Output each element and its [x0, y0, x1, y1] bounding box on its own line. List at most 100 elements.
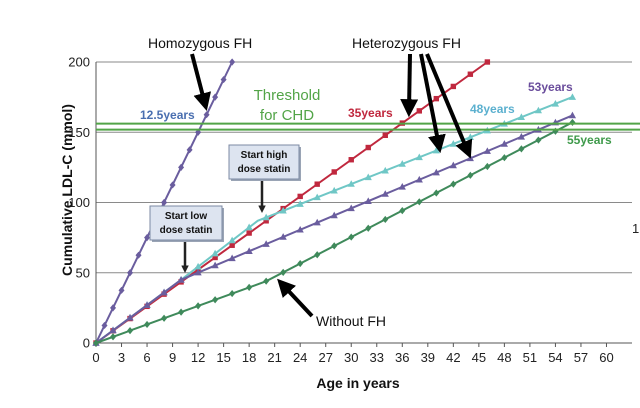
data-point: [279, 233, 287, 240]
edge-text: 1: [632, 221, 639, 236]
data-point: [466, 133, 474, 141]
data-point: [381, 190, 389, 197]
data-point: [347, 180, 355, 187]
data-point: [552, 127, 559, 135]
data-point: [467, 71, 474, 77]
data-point: [484, 162, 491, 171]
data-point: [229, 58, 236, 66]
data-point: [127, 327, 134, 335]
data-point: [246, 230, 252, 236]
data-point: [331, 242, 338, 250]
data-point: [450, 83, 457, 90]
data-point: [109, 326, 117, 334]
data-point: [517, 113, 525, 120]
data-point: [364, 173, 372, 181]
data-point: [143, 301, 151, 308]
heterozygous-label: Heterozygous FH: [352, 35, 461, 51]
data-point: [484, 59, 491, 65]
x-tick-label: 54: [548, 350, 562, 365]
data-point: [535, 136, 542, 144]
data-point: [314, 251, 321, 259]
data-point: [467, 171, 474, 179]
data-point: [432, 168, 440, 176]
data-point: [483, 147, 491, 154]
data-point: [262, 213, 270, 221]
data-point: [416, 198, 423, 206]
x-tick-label: 21: [267, 350, 281, 365]
box-body: [228, 144, 300, 180]
data-point: [296, 200, 304, 207]
y-tick-label: 150: [68, 125, 90, 140]
data-point: [144, 320, 151, 329]
data-point: [449, 140, 457, 147]
data-point: [314, 181, 320, 187]
data-point: [245, 247, 253, 254]
x-tick-label: 12: [191, 350, 205, 365]
data-point: [551, 100, 560, 107]
annotations: 12.5years 35years 48years 53years 55years Hom…: [140, 35, 612, 329]
data-point: [382, 132, 388, 139]
data-point: [365, 144, 371, 151]
crossing-label: 12.5years: [140, 108, 195, 122]
x-tick-label: 30: [344, 350, 358, 365]
data-point: [449, 161, 457, 169]
box-line2: dose statin: [160, 225, 213, 236]
data-point: [348, 157, 354, 163]
data-point: [211, 261, 219, 269]
data-point: [347, 204, 355, 212]
threshold-label: Threshold: [254, 87, 321, 104]
data-point: [297, 193, 303, 200]
data-point: [118, 286, 125, 294]
data-point: [382, 215, 389, 224]
data-point: [229, 289, 236, 298]
crossing-label: 35years: [348, 106, 393, 120]
homozygous-label: Homozygous FH: [148, 35, 252, 51]
data-point: [262, 240, 270, 247]
x-axis-label: Age in years: [316, 375, 399, 391]
data-point: [313, 218, 321, 226]
x-tick-label: 48: [497, 350, 511, 365]
data-point: [194, 262, 202, 270]
x-tick-label: 24: [293, 350, 307, 365]
data-point: [330, 186, 338, 194]
pointer-arrow: [277, 278, 314, 318]
box-body: [149, 205, 223, 241]
x-tick-label: 0: [92, 350, 99, 365]
series-without_fh: [93, 118, 576, 347]
data-point: [398, 160, 406, 167]
x-tick-label: 15: [216, 350, 230, 365]
data-point: [177, 275, 185, 283]
data-point: [263, 277, 270, 285]
series-line: [95, 61, 488, 344]
data-point: [245, 223, 253, 231]
data-point: [195, 302, 202, 310]
data-point: [194, 268, 202, 276]
data-point: [501, 154, 508, 162]
data-point: [331, 169, 337, 175]
x-tick-label: 27: [318, 350, 332, 365]
data-point: [246, 283, 253, 291]
data-point: [500, 140, 508, 147]
crossing-label: 53years: [528, 80, 573, 94]
data-point: [110, 333, 117, 341]
data-point: [229, 242, 235, 248]
pointer-arrow: [190, 53, 211, 111]
data-point: [568, 93, 577, 100]
threshold: Threshold for CHD: [96, 87, 640, 131]
data-point: [135, 251, 142, 259]
data-point: [161, 314, 168, 322]
data-point: [381, 166, 389, 174]
y-tick-label: 50: [76, 265, 90, 280]
data-point: [212, 93, 219, 101]
data-point: [212, 296, 219, 304]
data-point: [518, 145, 525, 153]
data-point: [450, 180, 457, 188]
data-point: [126, 313, 134, 321]
x-tick-label: 57: [574, 350, 588, 365]
y-tick-label: 0: [83, 336, 90, 351]
data-point: [416, 108, 423, 114]
data-point: [517, 133, 525, 140]
data-point: [364, 197, 372, 204]
x-tick-label: 45: [472, 350, 486, 365]
